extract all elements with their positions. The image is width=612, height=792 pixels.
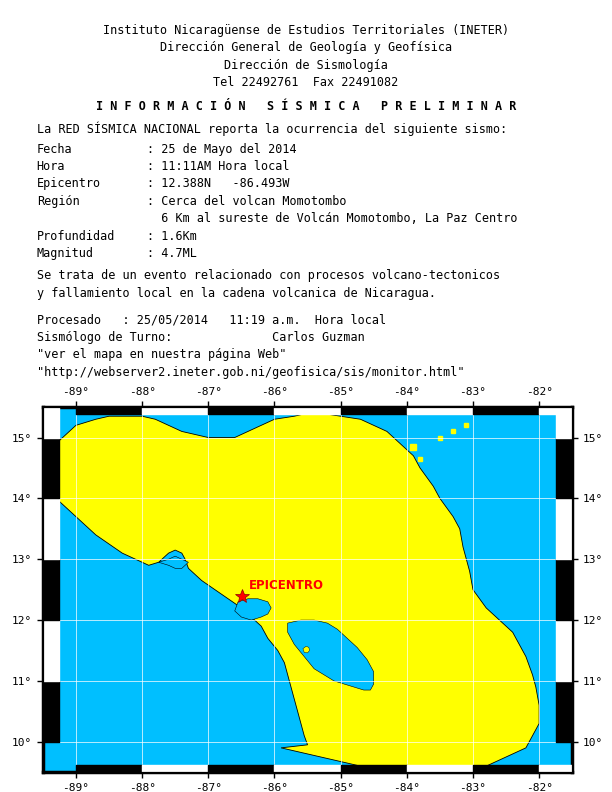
Polygon shape [235,599,271,620]
Text: Epicentro: Epicentro [37,177,101,190]
Text: Hora: Hora [37,160,65,173]
Polygon shape [303,646,310,653]
Text: y fallamiento local en la cadena volcanica de Nicaragua.: y fallamiento local en la cadena volcani… [37,287,436,299]
Text: Dirección General de Geología y Geofísica: Dirección General de Geología y Geofísic… [160,41,452,54]
Text: "ver el mapa en nuestra página Web": "ver el mapa en nuestra página Web" [37,348,286,361]
Text: : 12.388N   -86.493W: : 12.388N -86.493W [147,177,289,190]
Text: : 4.7ML: : 4.7ML [147,247,196,260]
Text: "http://webserver2.ineter.gob.ni/geofisica/sis/monitor.html": "http://webserver2.ineter.gob.ni/geofisi… [37,366,465,379]
Text: Dirección de Sismología: Dirección de Sismología [224,59,388,71]
Text: Profundidad: Profundidad [37,230,115,242]
Text: : 11:11AM Hora local: : 11:11AM Hora local [147,160,289,173]
Polygon shape [159,556,188,569]
Text: : Cerca del volcan Momotombo: : Cerca del volcan Momotombo [147,195,346,208]
Text: Tel 22492761  Fax 22491082: Tel 22492761 Fax 22491082 [214,76,398,89]
Text: : 1.6Km: : 1.6Km [147,230,196,242]
Polygon shape [43,413,539,772]
Text: Región: Región [37,195,80,208]
Text: I N F O R M A C I Ó N   S Í S M I C A   P R E L I M I N A R: I N F O R M A C I Ó N S Í S M I C A P R … [96,100,516,112]
Text: : 25 de Mayo del 2014: : 25 de Mayo del 2014 [147,143,296,155]
Text: La RED SÍSMICA NACIONAL reporta la ocurrencia del siguiente sismo:: La RED SÍSMICA NACIONAL reporta la ocurr… [37,122,507,136]
Text: Sismólogo de Turno:              Carlos Guzman: Sismólogo de Turno: Carlos Guzman [37,331,365,344]
Text: EPICENTRO: EPICENTRO [248,579,323,592]
Text: Procesado   : 25/05/2014   11:19 a.m.  Hora local: Procesado : 25/05/2014 11:19 a.m. Hora l… [37,314,386,326]
Text: Magnitud: Magnitud [37,247,94,260]
Polygon shape [288,620,374,690]
Text: Instituto Nicaragüense de Estudios Territoriales (INETER): Instituto Nicaragüense de Estudios Terri… [103,24,509,36]
Text: Se trata de un evento relacionado con procesos volcano-tectonicos: Se trata de un evento relacionado con pr… [37,269,500,282]
Text: 6 Km al sureste de Volcán Momotombo, La Paz Centro: 6 Km al sureste de Volcán Momotombo, La … [147,212,517,225]
Text: Fecha: Fecha [37,143,72,155]
